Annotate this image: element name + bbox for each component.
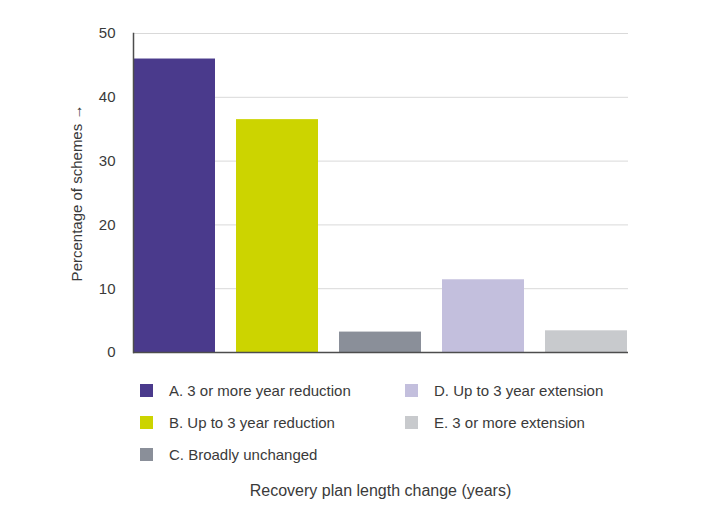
svg-text:0: 0	[107, 343, 115, 360]
svg-text:20: 20	[99, 216, 116, 233]
html-text:C. Broadly unchanged: C. Broadly unchanged	[169, 445, 318, 463]
svg-text:Percentage of schemes →: Percentage of schemes →	[68, 105, 85, 282]
html-text:B. Up to 3 year reduction: B. Up to 3 year reduction	[169, 413, 335, 431]
svg-text:50: 50	[99, 24, 116, 41]
html-text:D. Up to 3 year extension: D. Up to 3 year extension	[434, 381, 604, 399]
html-text:E. 3 or more extension: E. 3 or more extension	[434, 413, 585, 431]
svg-text:10: 10	[99, 280, 116, 297]
html-text:Recovery plan length change (y: Recovery plan length change (years)	[249, 482, 512, 499]
html-text:A. 3 or more year reduction: A. 3 or more year reduction	[169, 381, 351, 399]
svg-text:40: 40	[99, 88, 116, 105]
svg-text:30: 30	[99, 152, 116, 169]
